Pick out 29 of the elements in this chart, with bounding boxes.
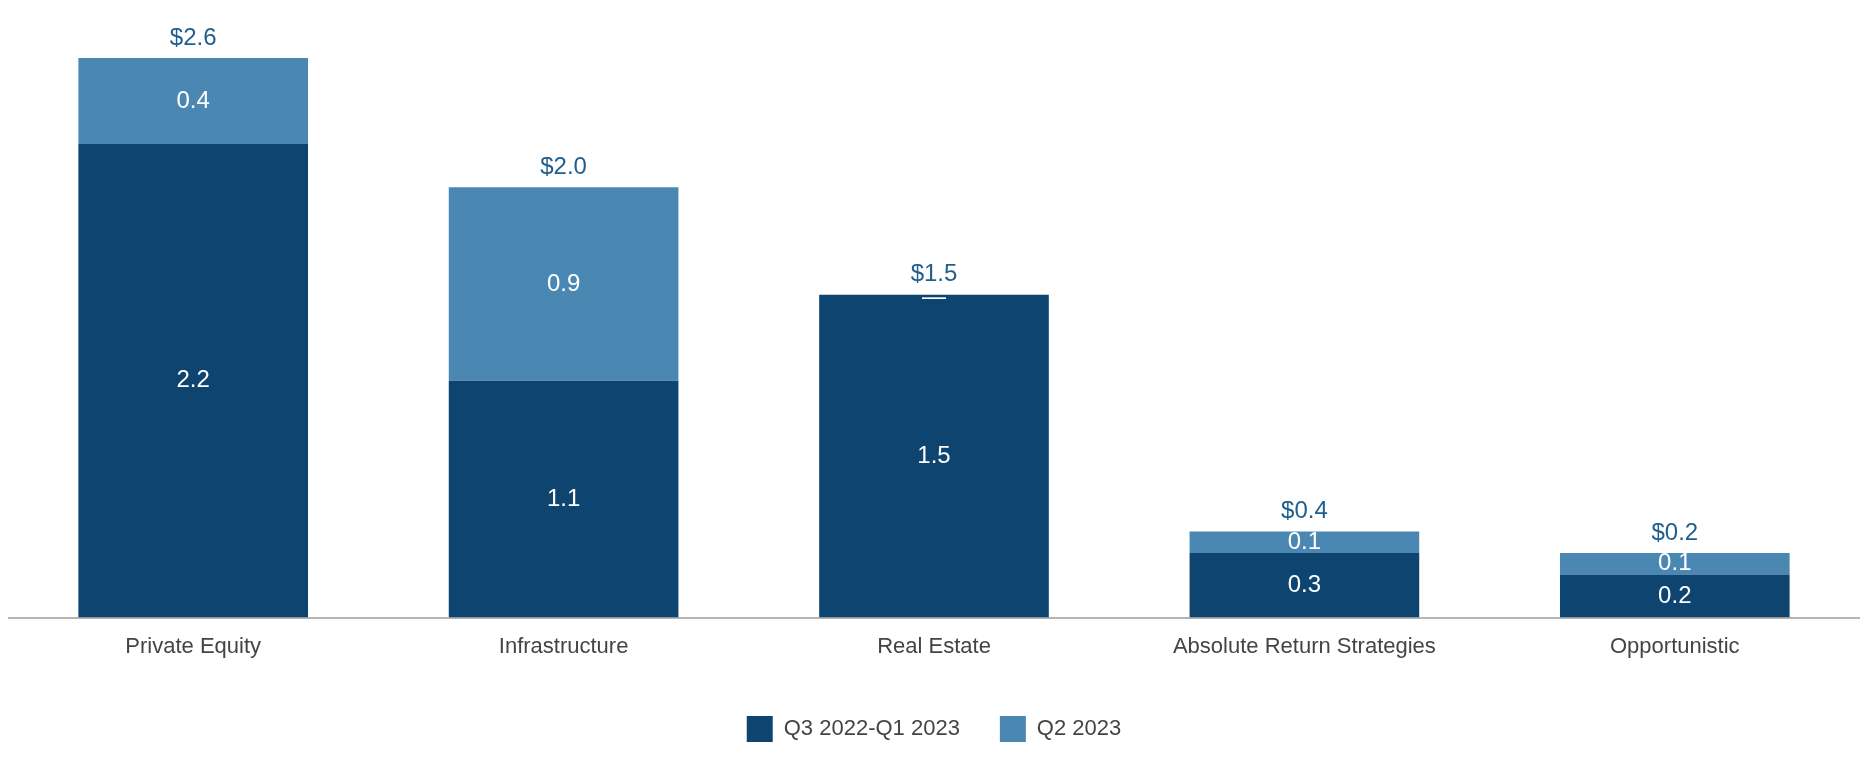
bar	[1189, 553, 1420, 618]
data-label: 0.4	[176, 85, 210, 113]
bar	[448, 187, 679, 381]
total-label: $2.6	[169, 22, 217, 50]
total-label: $0.4	[1281, 496, 1328, 524]
total-label: $0.2	[1651, 517, 1699, 545]
data-label: 0.2	[1658, 580, 1692, 608]
x-tick-label: Infrastructure	[498, 632, 629, 658]
data-label: 0.9	[546, 268, 581, 296]
data-label: 0.1	[1658, 548, 1692, 576]
data-label: 1.1	[546, 483, 581, 511]
data-label: 0.1	[1287, 526, 1322, 554]
bar	[78, 58, 309, 145]
x-tick-label: Real Estate	[877, 632, 991, 658]
x-tick-label: Private Equity	[125, 632, 262, 658]
data-label: 1.5	[917, 440, 951, 468]
bar	[819, 294, 1049, 618]
bar	[1559, 553, 1790, 575]
bar	[78, 144, 309, 618]
legend-label: Q3 2022-Q1 2023	[783, 715, 960, 741]
bar	[1189, 531, 1420, 554]
data-label: 0.3	[1287, 569, 1322, 597]
x-tick-label: Opportunistic	[1609, 632, 1740, 658]
bar	[1559, 574, 1790, 618]
bar	[448, 380, 679, 618]
x-tick-label: Absolute Return Strategies	[1172, 632, 1436, 658]
total-label: $2.0	[540, 151, 587, 179]
legend-label: Q2 2023	[1036, 715, 1122, 741]
data-label: 2.2	[176, 365, 210, 393]
